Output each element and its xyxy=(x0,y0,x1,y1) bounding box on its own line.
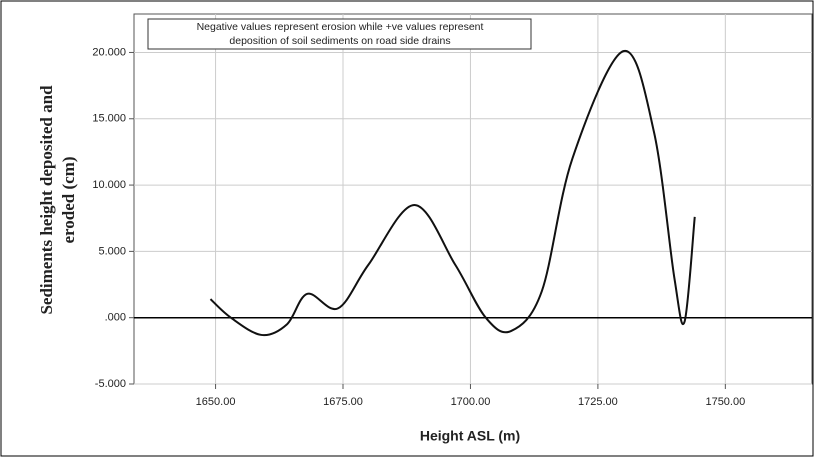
y-axis-title: Sediments height deposited and xyxy=(37,85,56,315)
y-tick-label: 10.000 xyxy=(92,179,126,191)
line-series xyxy=(209,50,696,337)
annotation-box xyxy=(147,18,532,50)
y-tick-label: 20.000 xyxy=(92,46,126,58)
y-tick-label: 5.000 xyxy=(98,245,126,257)
annotation: Negative values represent erosion while … xyxy=(197,21,484,33)
annotation: deposition of soil sediments on road sid… xyxy=(229,35,450,47)
x-tick-label: 1650.00 xyxy=(196,396,236,408)
y-axis-title: eroded (cm) xyxy=(59,156,78,243)
x-tick-label: 1675.00 xyxy=(323,396,363,408)
y-tick-label: 15.000 xyxy=(92,113,126,125)
y-tick-label: -5.000 xyxy=(95,378,126,390)
x-tick-label: 1725.00 xyxy=(578,396,618,408)
x-tick-label: 1700.00 xyxy=(451,396,491,408)
x-tick-label: 1750.00 xyxy=(705,396,745,408)
y-tick-label: .000 xyxy=(105,312,126,324)
plot-area xyxy=(133,13,813,385)
x-axis-title: Height ASL (m) xyxy=(420,428,520,444)
